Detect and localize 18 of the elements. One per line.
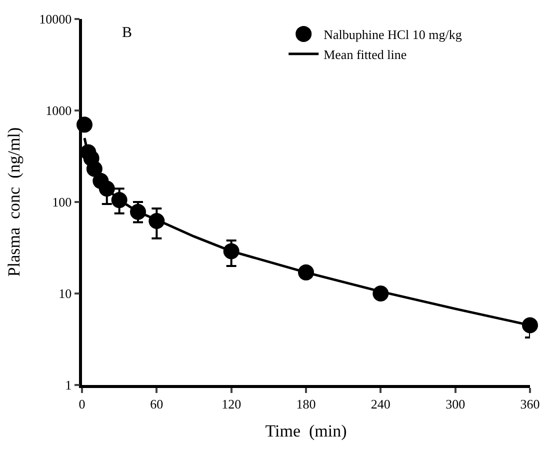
x-tick-label: 0 (78, 396, 86, 412)
x-tick-label: 360 (520, 396, 540, 412)
legend-label: Mean fitted line (324, 46, 407, 62)
x-axis-title: Time (min) (265, 422, 347, 441)
legend-label: Nalbuphine HCl 10 mg/kg (324, 27, 462, 42)
x-tick-label: 300 (446, 396, 466, 412)
y-tick-label: 10 (58, 286, 72, 302)
y-tick-label: 1 (65, 378, 72, 393)
x-tick-label: 240 (370, 396, 390, 412)
y-tick-label: 10000 (39, 12, 72, 27)
y-tick-label: 1000 (46, 103, 72, 118)
y-tick-label: 100 (52, 194, 72, 210)
x-tick-label: 180 (296, 396, 316, 412)
x-tick-label: 60 (150, 396, 164, 412)
annotation: B (122, 25, 132, 41)
point (522, 317, 538, 334)
x-tick-label: 120 (222, 396, 242, 412)
y-axis-title: Plasma conc (ng/ml) (4, 127, 24, 277)
